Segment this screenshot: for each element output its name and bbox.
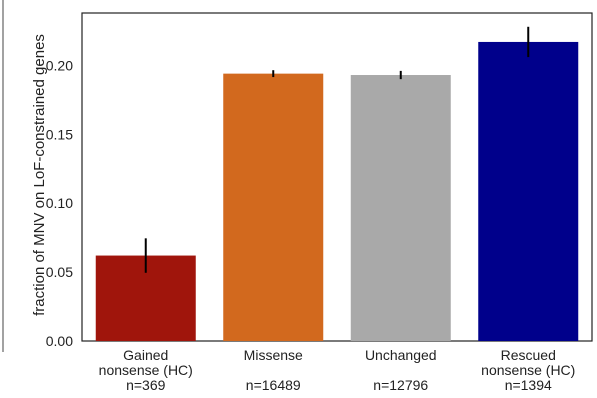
x-category-label: Rescued <box>501 347 556 363</box>
x-category-label: n=369 <box>126 377 166 393</box>
error-bars <box>144 26 530 273</box>
y-tick-label: 0.05 <box>46 264 73 280</box>
x-category-label: nonsense (HC) <box>481 362 575 378</box>
plot-frame <box>81 12 593 342</box>
x-category-label: n=1394 <box>505 377 552 393</box>
x-category-label: Gained <box>123 347 168 363</box>
bar <box>350 75 451 341</box>
y-tick-label: 0.15 <box>46 126 73 142</box>
x-category-label: Missense <box>244 347 303 363</box>
bars <box>95 41 579 342</box>
y-tick-label: 0.10 <box>46 195 73 211</box>
y-axis: 0.00 0.05 0.10 0.15 0.20 <box>46 57 73 349</box>
x-category-label: nonsense (HC) <box>99 362 193 378</box>
x-category-label: n=12796 <box>373 377 428 393</box>
y-tick-label: 0.20 <box>46 57 73 73</box>
y-tick-label: 0.00 <box>46 333 73 349</box>
x-category-label: Unchanged <box>365 347 437 363</box>
bar <box>223 73 324 341</box>
bar <box>478 41 579 342</box>
x-category-label: n=16489 <box>246 377 301 393</box>
y-axis-title: fraction of MNV on LoF-constrained genes <box>31 34 48 316</box>
